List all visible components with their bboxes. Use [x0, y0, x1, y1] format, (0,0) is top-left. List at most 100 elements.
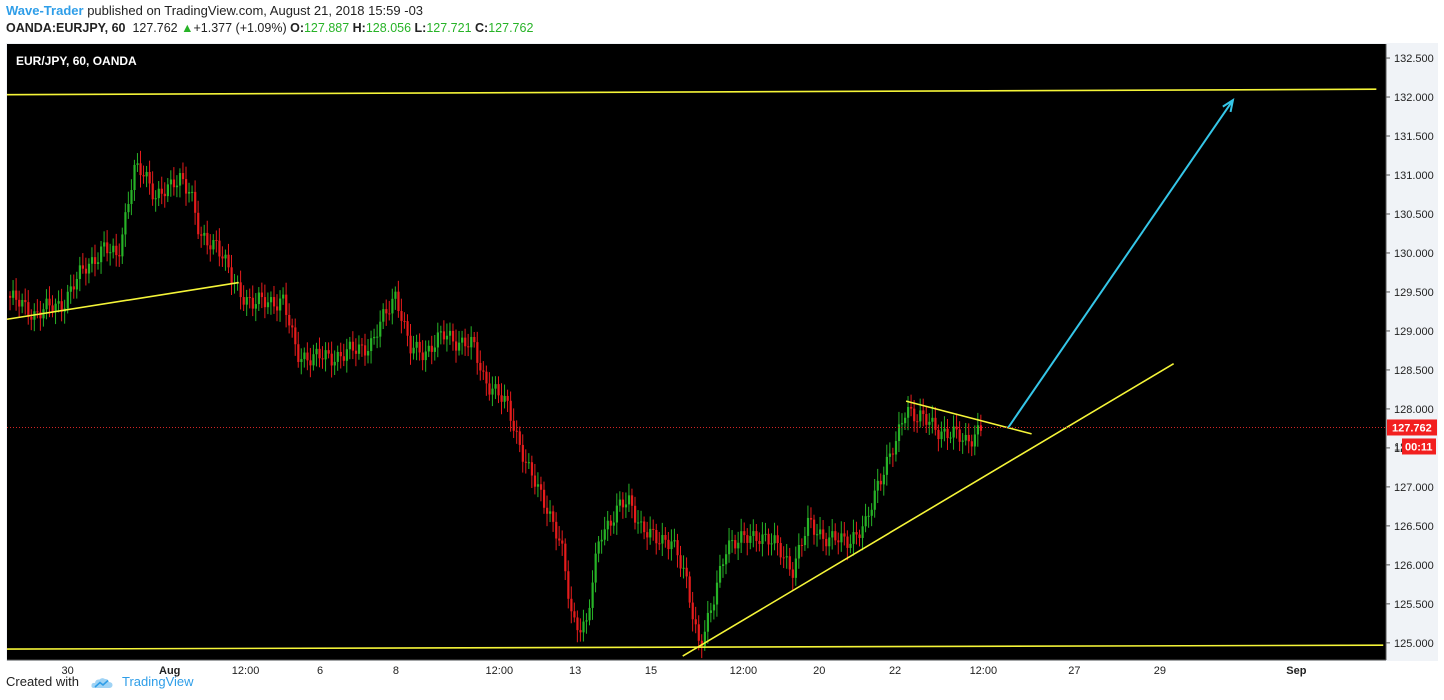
y-tick-label: 128.000	[1394, 404, 1434, 416]
last-price-tag-text: 127.762	[1392, 422, 1432, 434]
candle-body	[436, 332, 439, 348]
candle-body	[430, 345, 433, 352]
candle-body	[546, 507, 549, 514]
candle-body	[582, 621, 585, 633]
x-tick-label: 8	[393, 665, 399, 677]
candle-body	[412, 347, 415, 354]
y-tick-label: 131.500	[1394, 131, 1434, 143]
candle-body	[761, 534, 764, 544]
candle-body	[403, 320, 406, 322]
candle-body	[494, 384, 497, 389]
candle-body	[931, 417, 934, 422]
candle-body	[782, 557, 785, 559]
low-value: 127.721	[426, 21, 472, 35]
candle-body	[339, 351, 342, 357]
candle-body	[876, 480, 879, 491]
candle-body	[682, 567, 685, 569]
x-tick-label: Sep	[1286, 665, 1306, 677]
y-tick-label: 129.500	[1394, 287, 1434, 299]
candle-body	[767, 533, 770, 545]
candle-body	[312, 354, 315, 366]
candle-body	[819, 529, 822, 535]
x-tick-label: 15	[645, 665, 657, 677]
candle-body	[279, 298, 282, 311]
candle-body	[524, 461, 527, 463]
candle-body	[318, 348, 321, 359]
candle-body	[630, 495, 634, 506]
low-label: L:	[414, 21, 427, 35]
candle-body	[597, 541, 600, 554]
candle-body	[552, 511, 555, 522]
candle-body	[694, 619, 697, 625]
tradingview-brand-link[interactable]: TradingView	[122, 674, 194, 689]
y-tick-label: 131.000	[1394, 170, 1434, 182]
candle-body	[961, 440, 964, 442]
candle-body	[379, 321, 382, 337]
candle-body	[100, 246, 103, 263]
candle-body	[27, 302, 30, 317]
candle-body	[539, 484, 543, 490]
candle-body	[442, 331, 446, 340]
candle-body	[406, 321, 409, 336]
candle-body	[688, 576, 691, 603]
candle-body	[955, 426, 958, 430]
candle-body	[458, 342, 461, 351]
candle-body	[937, 429, 940, 440]
candle-body	[558, 538, 561, 541]
candle-body	[661, 534, 664, 544]
candle-body	[803, 535, 807, 546]
y-tick-label: 126.000	[1394, 560, 1434, 572]
candle-body	[749, 535, 752, 543]
candle-body	[640, 521, 643, 523]
candle-body	[54, 303, 57, 312]
candle-body	[260, 292, 264, 298]
candle-body	[321, 358, 324, 360]
y-tick-label: 127.000	[1394, 482, 1434, 494]
candle-body	[609, 520, 612, 526]
candle-body	[427, 345, 430, 352]
candle-body	[439, 331, 443, 333]
countdown-tag-text: 00:11	[1405, 441, 1433, 453]
candle-body	[230, 267, 233, 284]
plot-area[interactable]	[7, 44, 1386, 660]
candle-body	[740, 531, 743, 543]
candle-body	[415, 341, 418, 348]
candle-body	[721, 564, 725, 566]
candle-body	[333, 361, 336, 366]
candle-body	[624, 504, 628, 508]
candle-body	[497, 384, 500, 396]
candle-body	[967, 434, 970, 442]
candle-body	[946, 428, 949, 439]
candle-body	[919, 410, 922, 422]
candle-body	[879, 480, 882, 485]
rising-trendline	[682, 363, 1175, 657]
candle-body	[509, 400, 512, 421]
candle-body	[867, 515, 870, 517]
candle-body	[846, 536, 849, 548]
candle-body	[206, 232, 209, 246]
author-name[interactable]: Wave-Trader	[6, 3, 84, 18]
candle-body	[351, 341, 355, 351]
candle-body	[178, 173, 182, 186]
candle-body	[209, 245, 212, 250]
open-value: 127.887	[303, 21, 350, 35]
candle-body	[834, 531, 837, 541]
candle-body	[561, 540, 564, 544]
candle-body	[737, 542, 740, 549]
candle-body	[388, 313, 391, 315]
candle-body	[367, 351, 370, 356]
candle-body	[18, 299, 21, 307]
candle-body	[743, 531, 746, 536]
candle-body	[51, 305, 54, 312]
candle-body	[943, 428, 946, 432]
candle-body	[637, 522, 640, 524]
candle-body	[958, 429, 961, 442]
candle-body	[166, 184, 169, 197]
candle-body	[828, 537, 831, 547]
created-with-text: Created with	[6, 674, 79, 689]
candle-body	[533, 475, 537, 487]
candle-body	[746, 535, 749, 543]
candle-body	[812, 519, 816, 535]
candle-body	[627, 495, 631, 505]
